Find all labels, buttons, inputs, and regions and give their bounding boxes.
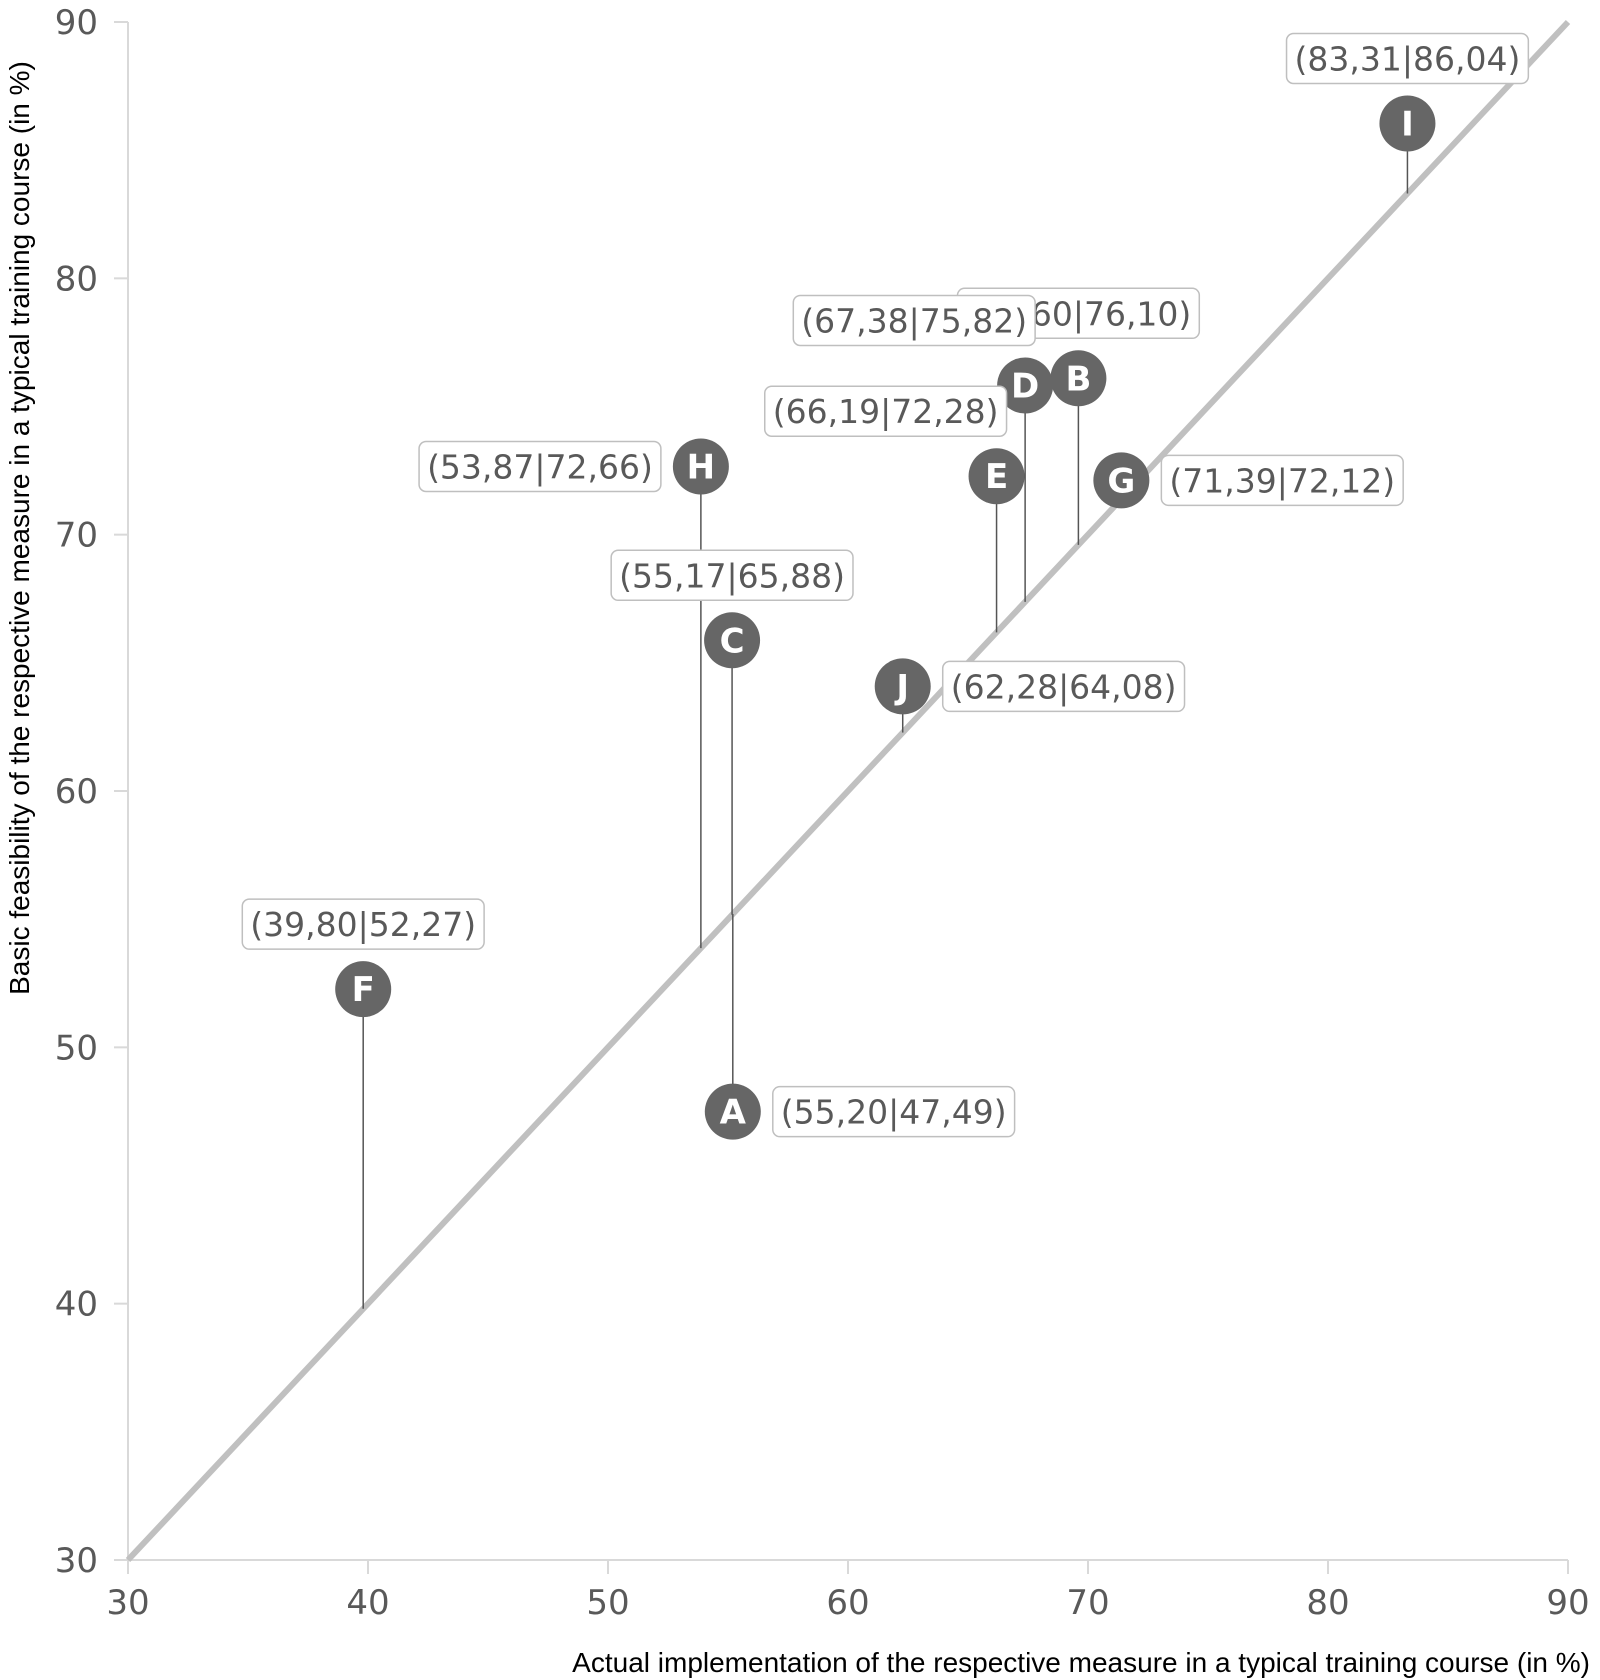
point-label-f: (39,80|52,27) [241, 898, 485, 950]
point-label-c: (55,17|65,88) [610, 549, 854, 602]
diagonal-reference-line [125, 19, 1571, 1563]
point-label-h: (53,87|72,66) [418, 440, 662, 493]
point-marker [672, 438, 729, 495]
point-letter: D [1011, 366, 1039, 406]
x-tick-label: 40 [346, 1583, 389, 1623]
point-letter: E [985, 457, 1008, 497]
point-letter: F [352, 970, 375, 1010]
x-axis-title: Actual implementation of the respective … [572, 1647, 1590, 1678]
y-tick-label: 40 [55, 1285, 98, 1325]
point-marker [1379, 95, 1436, 152]
x-tick-label: 70 [1066, 1583, 1109, 1623]
point-f: F [335, 961, 392, 1018]
point-label-i: (83,31|86,04) [1285, 32, 1530, 85]
point-letter: C [720, 621, 745, 661]
point-label-e: (66,19|72,28) [763, 385, 1008, 437]
point-label-a: (55,20|47,49) [772, 1085, 1016, 1138]
label-text: (39,80|52,27) [250, 905, 476, 944]
label-text: (67,38|75,82) [801, 301, 1027, 340]
y-axis-title: Basic feasibility of the respective meas… [4, 61, 35, 995]
point-letter: J [894, 667, 909, 707]
point-marker [704, 612, 761, 669]
reference-line-group [125, 19, 1571, 1563]
point-j: J [874, 658, 931, 715]
axes: 30 40 50 60 70 80 90 30 40 50 60 70 80 90 [55, 3, 1590, 1623]
point-label-g: (71,39|72,12) [1160, 454, 1404, 507]
point-marker [968, 448, 1025, 505]
point-b: B [1050, 350, 1107, 407]
point-letter: B [1065, 359, 1091, 399]
drop-lines [362, 123, 1409, 1309]
label-box [241, 898, 485, 950]
point-g: G [1093, 452, 1150, 509]
label-text: (62,28|64,08) [951, 667, 1177, 706]
data-points: A B C D E F G H I J [335, 95, 1436, 1140]
point-e: E [968, 448, 1025, 505]
point-marker [1093, 452, 1150, 509]
label-box [418, 440, 662, 493]
y-tick-label: 70 [55, 516, 98, 556]
point-letter: I [1401, 105, 1414, 145]
point-c: C [704, 612, 761, 669]
point-a: A [704, 1083, 761, 1140]
point-h: H [672, 438, 729, 495]
point-d: D [997, 357, 1054, 414]
label-text: (55,20|47,49) [781, 1093, 1007, 1132]
point-marker [997, 357, 1054, 414]
label-box [772, 1085, 1016, 1138]
x-tick-label: 30 [106, 1583, 149, 1623]
y-tick-label: 60 [55, 772, 98, 812]
x-tick-label: 80 [1306, 1583, 1349, 1623]
point-letter: A [720, 1093, 747, 1133]
label-text: (53,87|72,66) [427, 447, 653, 486]
label-box [1160, 454, 1404, 507]
y-tick-label: 30 [55, 1541, 98, 1581]
point-letter: G [1107, 461, 1135, 501]
label-box [1285, 32, 1530, 85]
y-tick-label: 80 [55, 259, 98, 299]
label-box [941, 660, 1186, 713]
x-tick-label: 60 [826, 1583, 869, 1623]
label-box [763, 385, 1008, 437]
point-marker [1050, 350, 1107, 407]
y-tick-label: 50 [55, 1028, 98, 1068]
label-box [792, 294, 1036, 347]
x-tick-label: 90 [1546, 1583, 1589, 1623]
label-text: (55,17|65,88) [619, 556, 845, 595]
point-label-j: (62,28|64,08) [941, 660, 1186, 713]
point-letter: H [687, 447, 715, 487]
data-labels: (55,20|47,49)(69,60|76,10)(55,17|65,88)(… [241, 32, 1530, 1138]
label-text: (71,39|72,12) [1169, 461, 1395, 500]
point-i: I [1379, 95, 1436, 152]
point-marker [335, 961, 392, 1018]
y-tick-label: 90 [55, 3, 98, 43]
point-label-d: (67,38|75,82) [792, 294, 1036, 347]
point-marker [704, 1083, 761, 1140]
label-text: (83,31|86,04) [1295, 40, 1521, 79]
point-marker [874, 658, 931, 715]
x-tick-label: 50 [586, 1583, 629, 1623]
label-box [610, 549, 854, 602]
label-text: (66,19|72,28) [773, 392, 999, 431]
